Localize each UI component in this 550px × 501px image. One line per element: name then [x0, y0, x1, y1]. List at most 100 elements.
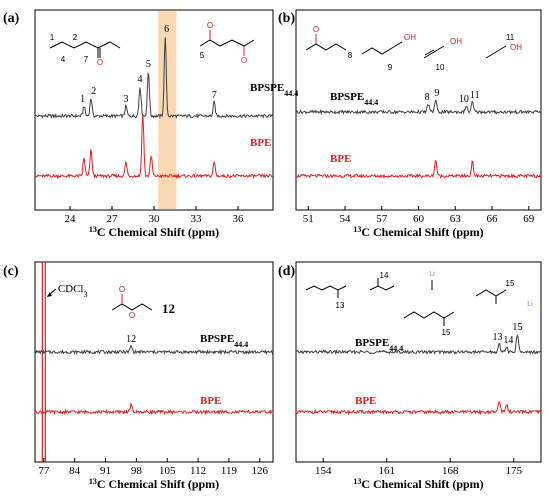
structure-a-ester: O 1 2 4 7: [50, 33, 121, 67]
x-tick-label-168: 168: [442, 465, 459, 477]
peak-label-10: 10: [459, 94, 469, 105]
struct-b-num8: 8: [348, 51, 353, 60]
peak-label-12: 12: [126, 334, 136, 345]
x-tick-label-91: 91: [100, 465, 111, 477]
struct-d-num13: 13: [336, 301, 345, 310]
x-tick-label-63: 63: [450, 213, 462, 225]
x-tick-label-36: 36: [233, 213, 245, 225]
x-tick-label-126: 126: [252, 465, 269, 477]
structure-c-vinylacetate: O O: [111, 285, 153, 320]
x-axis-label: 13C Chemical Shift (ppm): [353, 225, 483, 240]
x-tick-label-33: 33: [191, 213, 203, 225]
series-label-bpspe: BPSPE44.4: [250, 82, 298, 98]
struct-b-num11: 11: [506, 33, 515, 42]
panel-d-frame: [295, 261, 542, 463]
x-tick-label-60: 60: [413, 213, 425, 225]
panel-a-letter: (a): [3, 11, 20, 26]
struct-d-li1: Li: [429, 271, 435, 278]
struct-a-o3: O: [241, 56, 247, 65]
x-tick-label-69: 69: [523, 213, 535, 225]
x-tick-label-119: 119: [221, 465, 238, 477]
spectrum-line-bpspe: [34, 37, 274, 120]
x-tick-label-54: 54: [340, 213, 352, 225]
spectrum-line-bpe: [34, 113, 274, 180]
spectrum-line-bpe: [34, 402, 273, 416]
x-tick-label-24: 24: [65, 213, 77, 225]
spectrum-line-bpe: [295, 160, 542, 179]
series-label-bpspe: BPSPE44.4: [355, 337, 403, 353]
structure-b-butanol: OH 9: [361, 33, 416, 72]
spectrum-line-bpspe: [295, 100, 542, 116]
struct-c-o2: O: [129, 311, 135, 320]
peak-label-2: 2: [91, 86, 96, 97]
series-label-bpe: BPE: [355, 395, 376, 407]
struct-d-num15b: 15: [506, 279, 515, 288]
struct-a-num4: 4: [61, 55, 66, 64]
series-label-bpe: BPE: [250, 137, 271, 149]
panel-a-frame: [34, 9, 274, 211]
struct-c-o1: O: [119, 285, 125, 294]
peak-label-4: 4: [138, 74, 143, 85]
peak-label-8: 8: [425, 92, 430, 103]
structure-a-diketone: O O 5: [199, 21, 255, 65]
x-tick-label-57: 57: [376, 213, 388, 225]
panel-b-letter: (b): [278, 11, 295, 26]
solvent-label: CDCl3: [58, 283, 88, 299]
x-tick-label-51: 51: [303, 213, 314, 225]
series-label-bpspe: BPSPE44.4: [330, 91, 378, 107]
x-tick-label-154: 154: [315, 465, 332, 477]
peak-label-11: 11: [470, 90, 480, 101]
x-tick-label-98: 98: [131, 465, 143, 477]
struct-a-o1: O: [97, 58, 103, 67]
struct-b-num9: 9: [388, 63, 393, 72]
x-tick-label-161: 161: [378, 465, 395, 477]
struct-a-num5: 5: [200, 51, 205, 60]
peak-label-14: 14: [503, 335, 513, 346]
x-tick-label-105: 105: [159, 465, 176, 477]
struct-a-num7: 7: [84, 55, 89, 64]
solvent-arrowhead: [46, 292, 52, 297]
panel-c-plot: CDCl3 BPSPE44.4 BPE 12 12 77 84 91 98 105 112 119 12…: [34, 262, 274, 491]
struct-d-li2: Li: [527, 301, 533, 308]
peak-label-5: 5: [146, 59, 151, 70]
peak-label-13: 13: [492, 332, 502, 343]
x-tick-label-175: 175: [506, 465, 523, 477]
series-label-bpspe: BPSPE44.4: [200, 333, 248, 349]
x-tick-label-66: 66: [487, 213, 499, 225]
series-label-bpe: BPE: [330, 153, 351, 165]
x-tick-label-30: 30: [149, 213, 161, 225]
struct-d-num15a: 15: [442, 328, 451, 337]
x-tick-label-112: 112: [190, 465, 206, 477]
struct-a-o2: O: [207, 21, 213, 30]
structure-d-esters: 13 14 Li 15 15 Li: [305, 271, 533, 337]
struct-b-num10: 10: [436, 63, 445, 72]
peak-label-3: 3: [124, 94, 129, 105]
series-label-bpe: BPE: [200, 395, 221, 407]
panel-b-plot: BPSPE44.4 BPE 8 9 10 11 51 54 57 60 63 66 69 13C Chem…: [295, 88, 542, 240]
peak-label-7: 7: [212, 90, 217, 101]
structure-b-allylalcohol: OH 10: [423, 37, 462, 72]
panel-c-frame: [34, 261, 274, 463]
x-axis-label: 13C Chemical Shift (ppm): [353, 477, 483, 492]
spectrum-line-bpspe: [34, 344, 274, 356]
peak-label-15: 15: [512, 322, 522, 333]
structure-b-ethanol: OH 11: [485, 33, 522, 59]
struct-a-num1: 1: [50, 33, 55, 42]
struct-b-oh3: OH: [510, 43, 522, 52]
x-tick-label-77: 77: [38, 465, 50, 477]
struct-b-oh2: OH: [450, 37, 462, 46]
x-tick-label-84: 84: [69, 465, 81, 477]
x-axis-label: 13C Chemical Shift (ppm): [89, 225, 219, 240]
struct-b-oh1: OH: [404, 33, 416, 42]
panel-c-letter: (c): [3, 264, 19, 279]
struct-b-o1: O: [313, 25, 319, 34]
structure-b-vinylacetate: O 8: [305, 25, 353, 60]
spectrum-line-bpspe: [295, 333, 542, 356]
x-tick-label-27: 27: [107, 213, 119, 225]
molecule-label-12: 12: [162, 301, 175, 316]
panel-d-letter: (d): [278, 264, 295, 279]
struct-d-num14: 14: [380, 271, 389, 280]
struct-a-num2: 2: [73, 33, 78, 42]
